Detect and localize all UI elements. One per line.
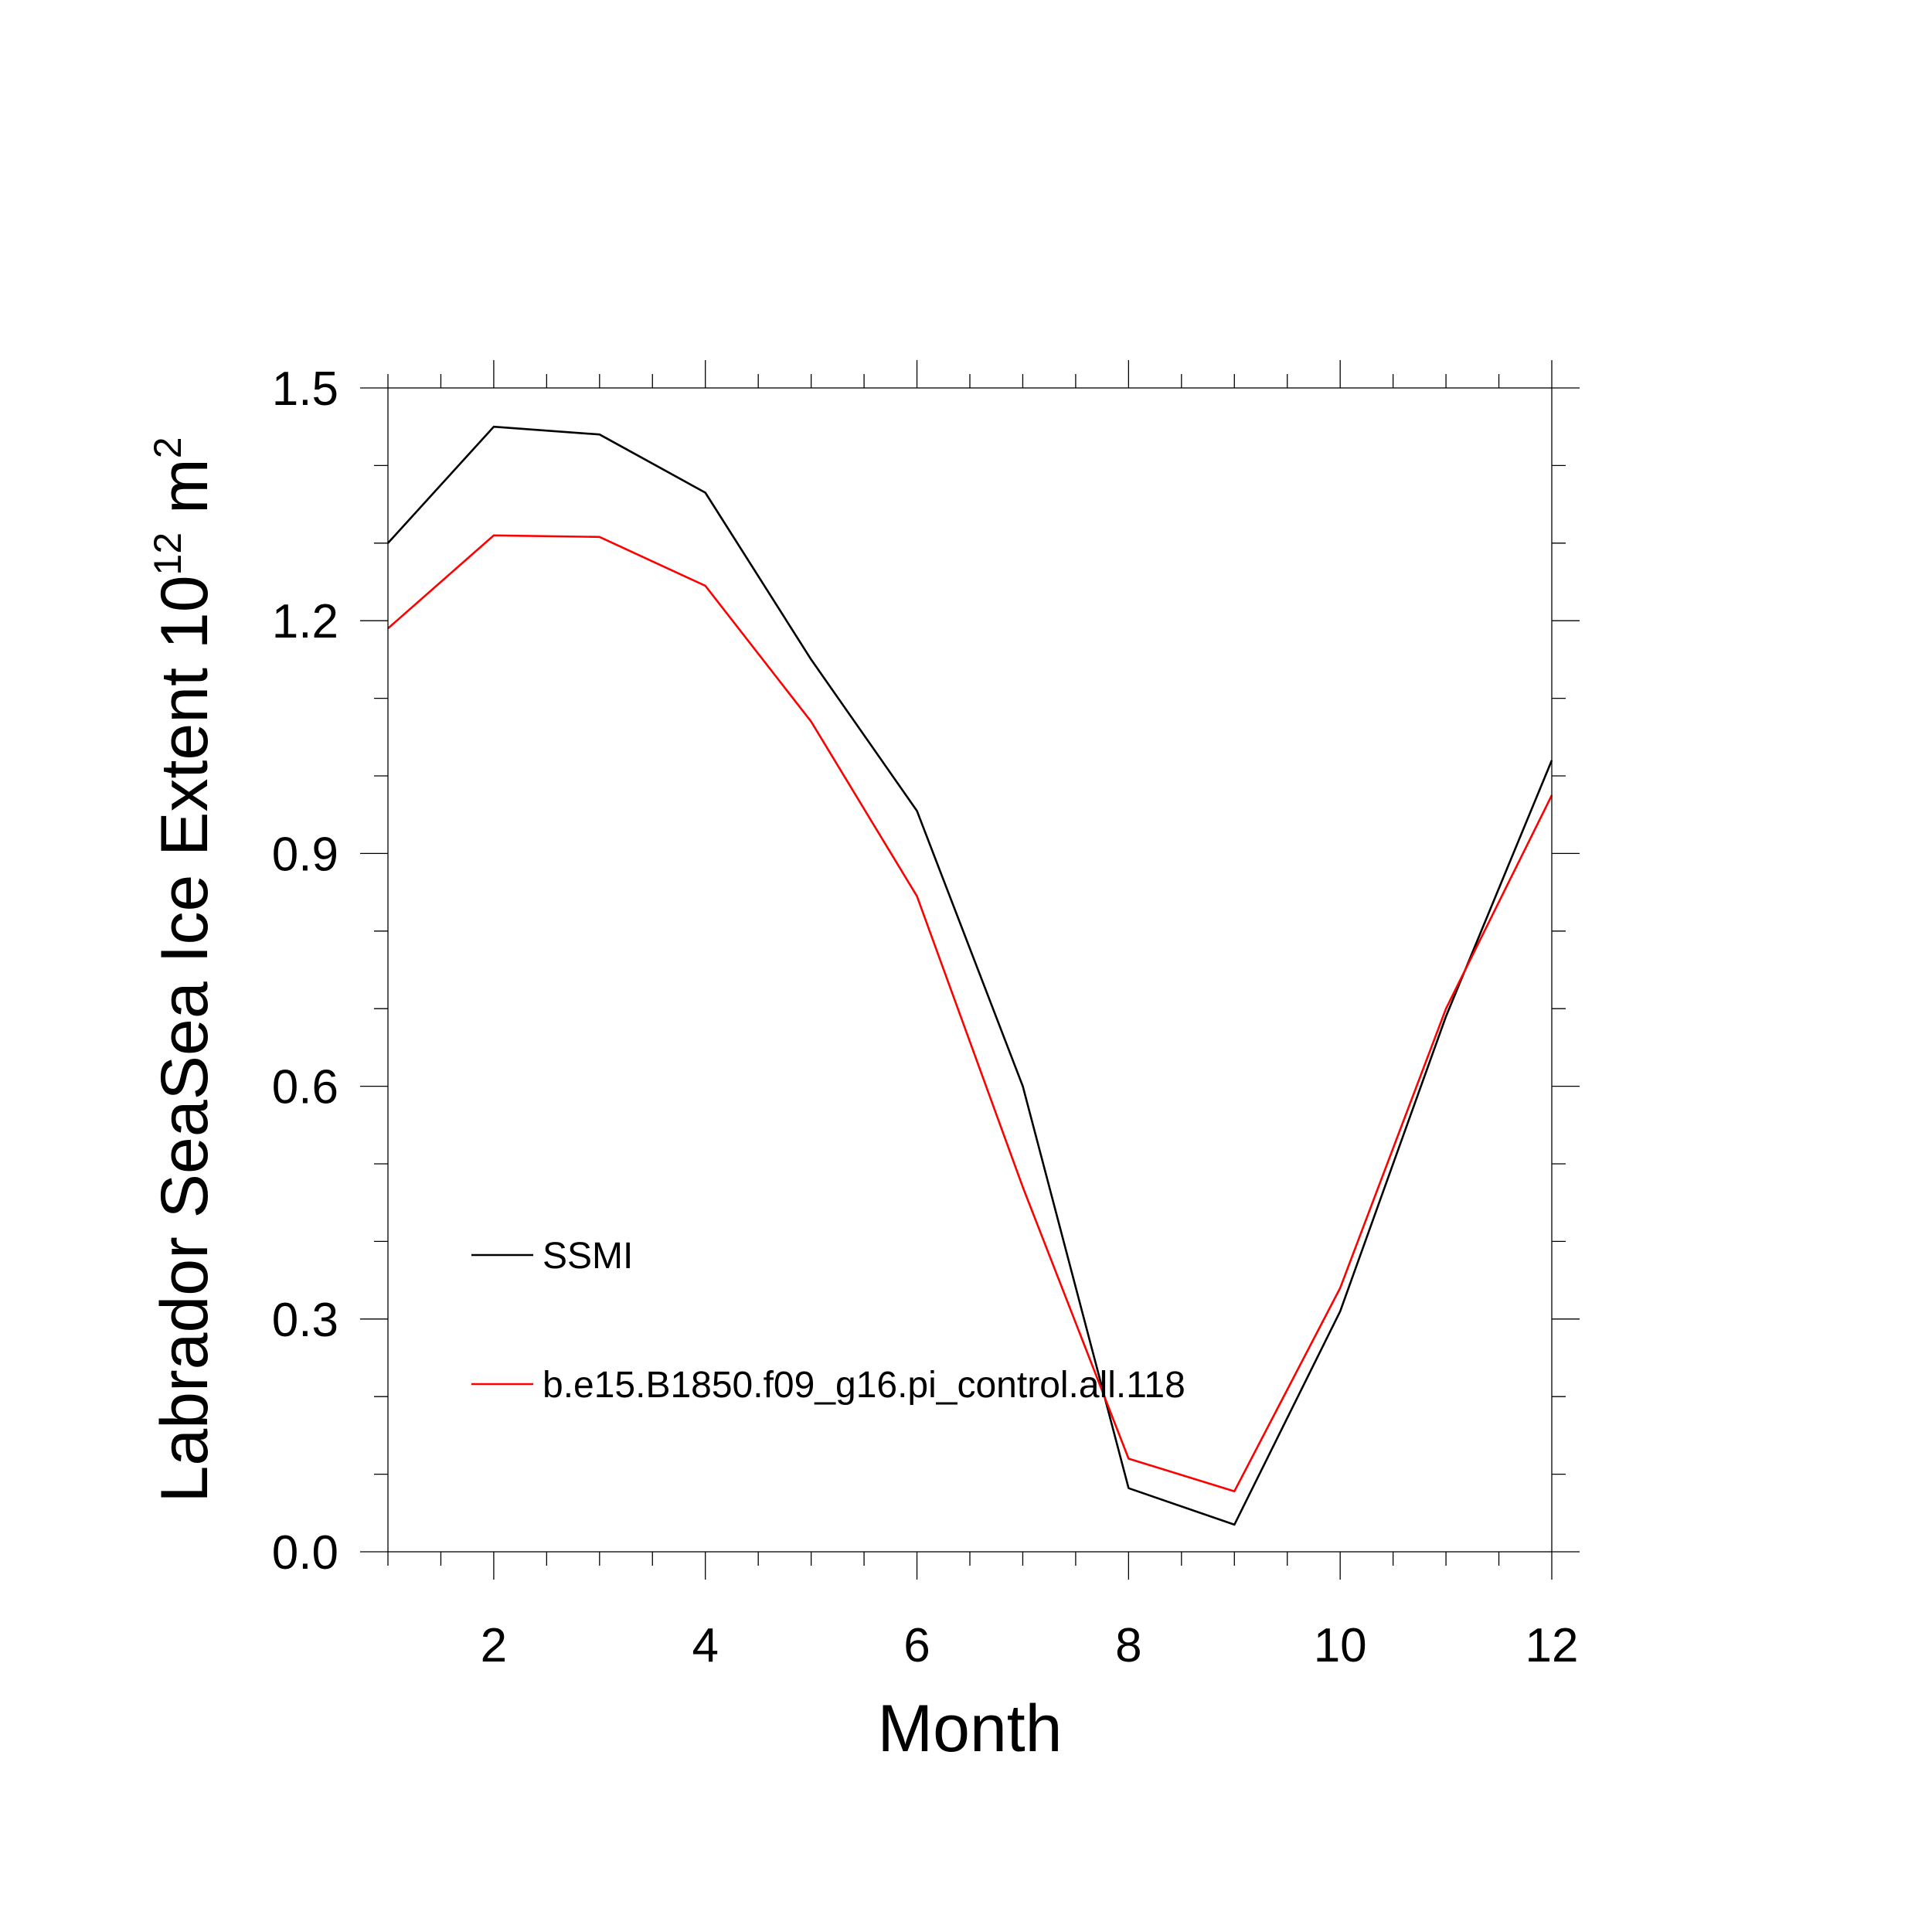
y-tick-label: 0.3 [272,1294,338,1347]
legend: SSMI b.e15.B1850.f09_g16.pi_control.all.1… [471,1236,1185,1406]
legend-label: b.e15.B1850.f09_g16.pi_control.all.118 [543,1365,1185,1406]
y-axis-label-main: Labrador SeaSea Ice Extent 10 [148,575,222,1502]
x-tick-label: 4 [692,1619,718,1672]
x-tick-label: 2 [481,1619,507,1672]
y-tick-label: 1.5 [272,362,338,416]
y-axis-label: Labrador SeaSea Ice Extent 1012 m2 [146,437,222,1502]
series-lines [387,425,1553,1526]
x-tick-label: 12 [1526,1619,1579,1672]
y-axis-label-unit: m [148,458,222,532]
series-line-ssmi [387,425,1553,1526]
y-axis-label-superscript-exponent: 12 [146,532,189,576]
x-tick-label: 8 [1115,1619,1141,1672]
series-line-model [387,534,1553,1492]
y-tick-label: 0.9 [272,828,338,881]
x-tick-label: 6 [903,1619,930,1672]
plot-frame [387,387,1553,1553]
axis-tick-labels: 2 4 6 8 10 12 0.0 0.3 0.6 0.9 1.2 1.5 [272,362,1579,1672]
legend-label: SSMI [543,1236,633,1277]
axis-ticks [360,360,1580,1580]
y-axis-label-superscript-square: 2 [146,437,189,458]
y-tick-label: 0.0 [272,1526,338,1580]
y-tick-label: 0.6 [272,1061,338,1114]
x-axis-label: Month [877,1692,1062,1766]
y-tick-label: 1.2 [272,595,338,648]
x-tick-label: 10 [1314,1619,1367,1672]
